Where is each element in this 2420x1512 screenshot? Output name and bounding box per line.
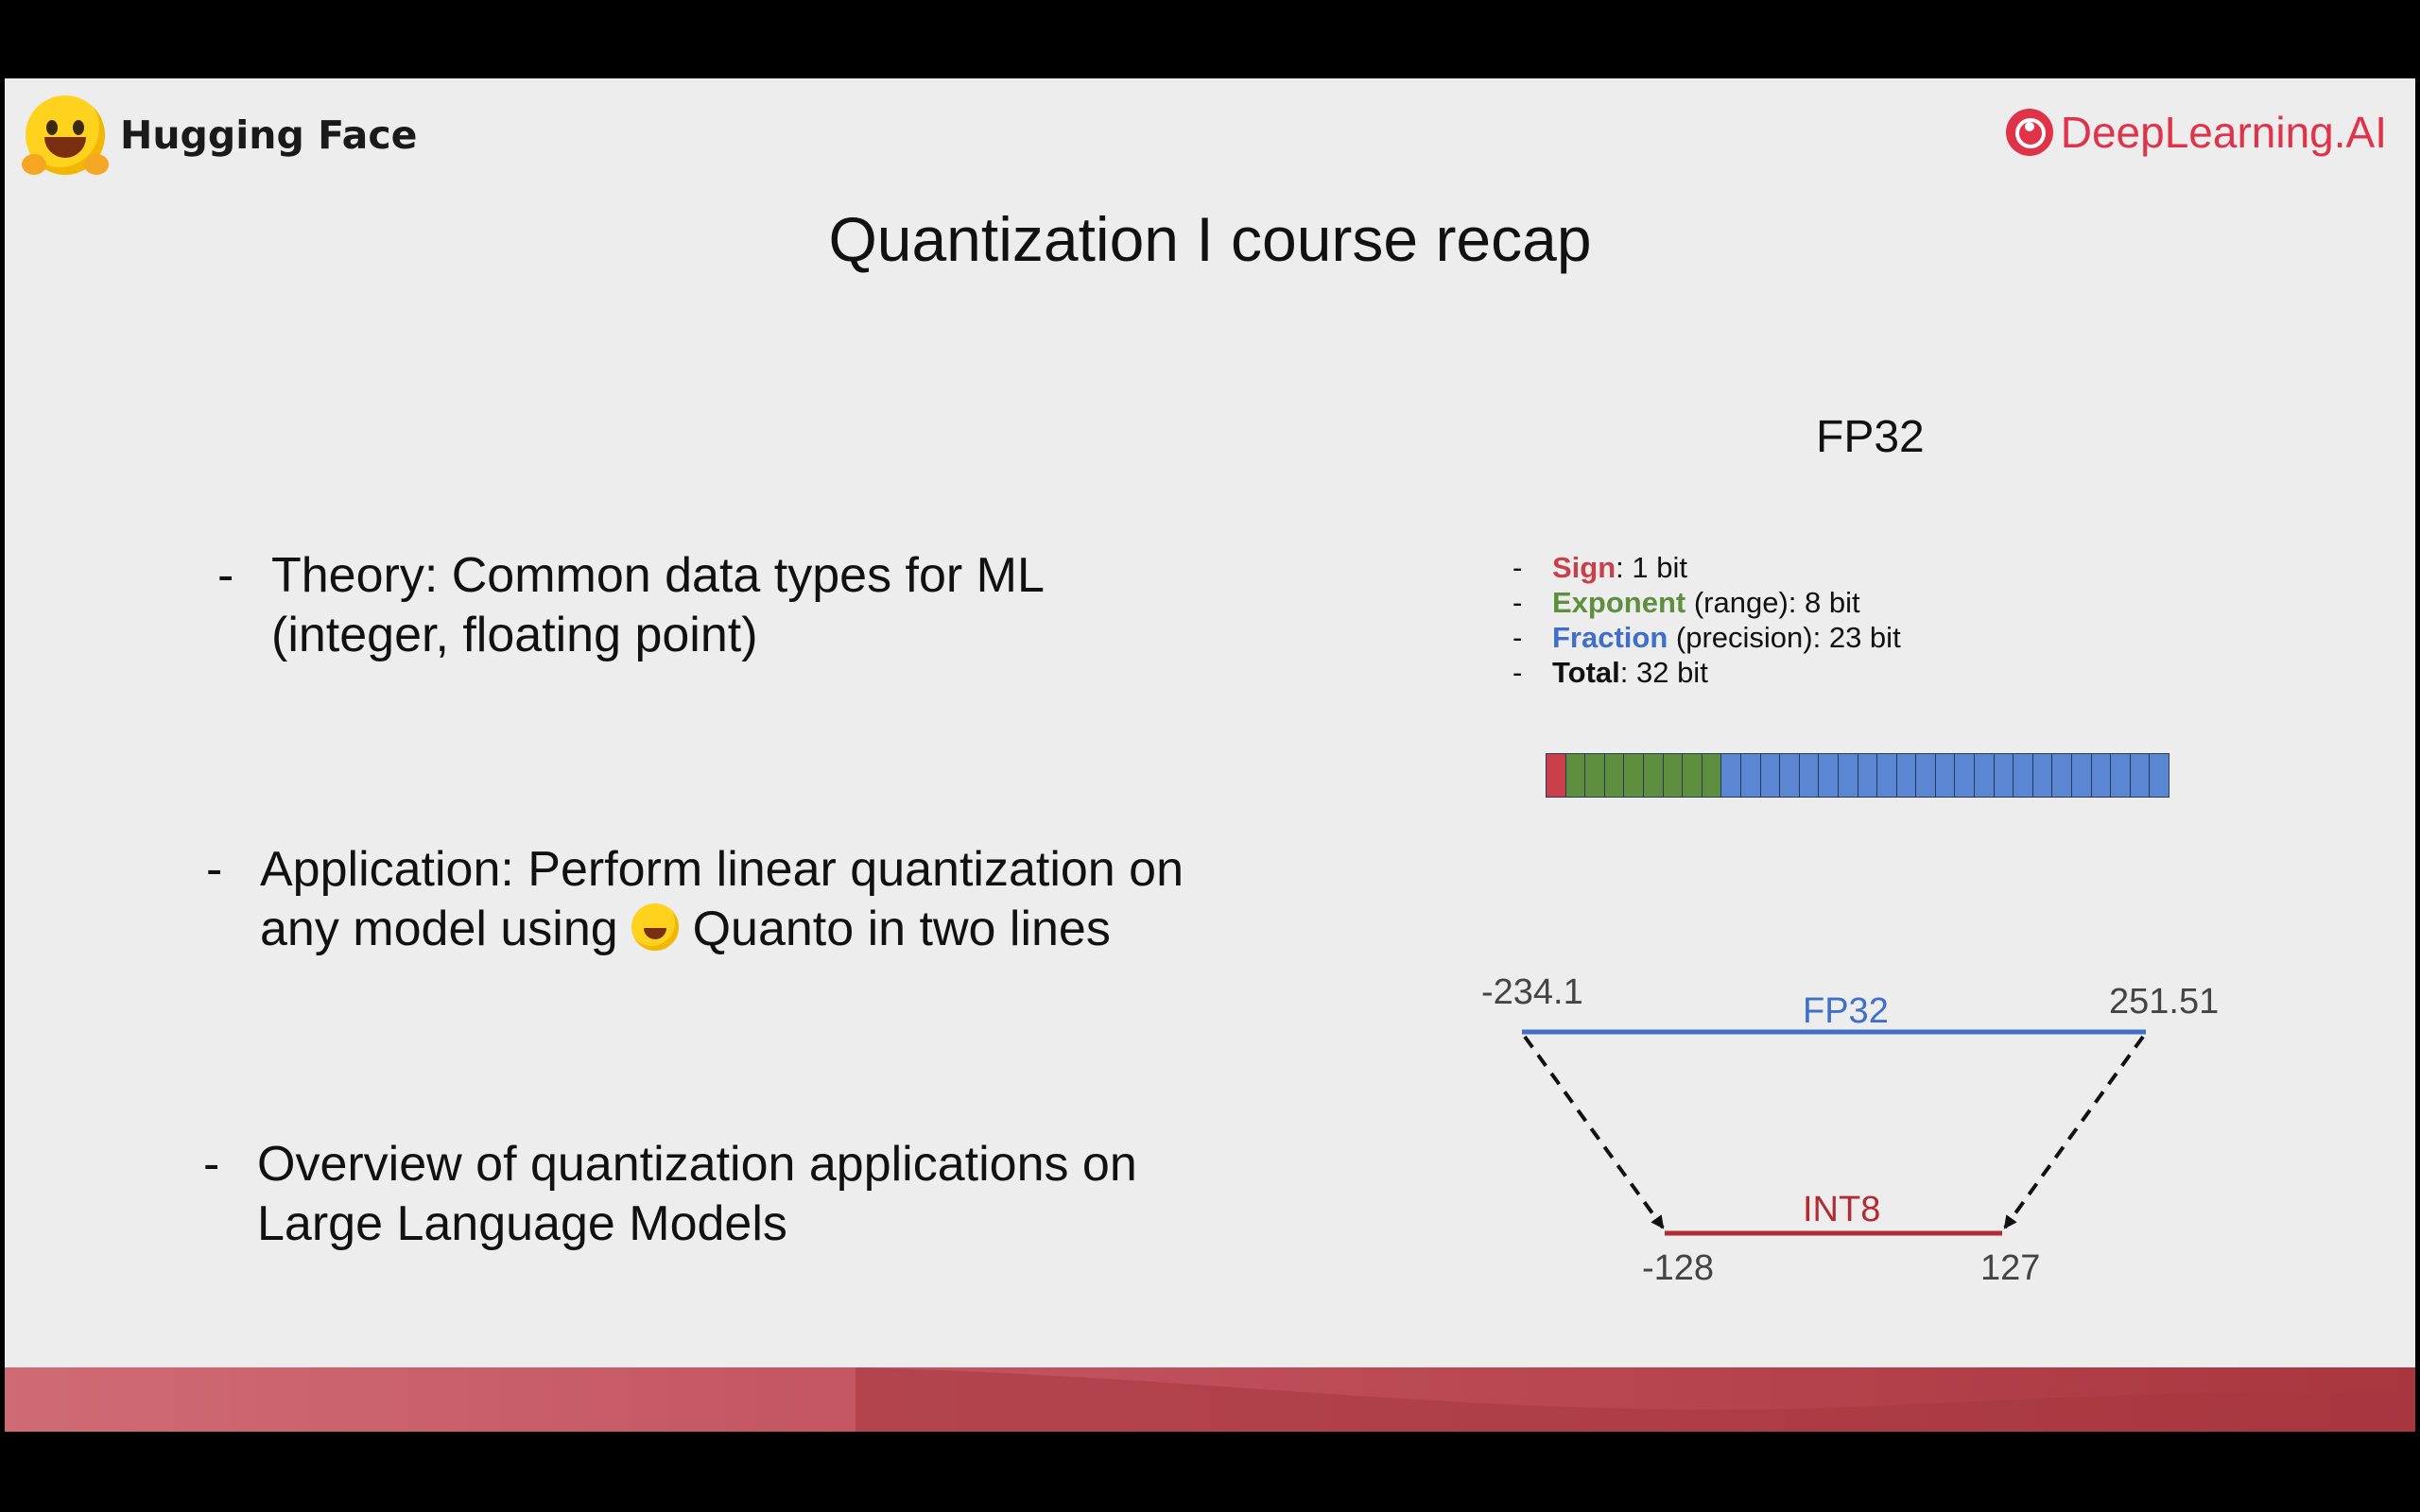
fraction-bit	[2149, 753, 2169, 798]
fraction-bit	[1895, 753, 1917, 798]
min-mapping-arrow	[1523, 1035, 1665, 1229]
exponent-bit	[1623, 753, 1644, 798]
spec-exponent: - Exponent (range): 8 bit	[1512, 586, 1860, 619]
int8-range-label: INT8	[1803, 1190, 1881, 1229]
slide-title: Quantization I course recap	[828, 204, 1592, 274]
fraction-bit	[2129, 753, 2151, 798]
fp32-range-label: FP32	[1803, 991, 1889, 1031]
bullet-theory-line2: (integer, floating point)	[271, 608, 758, 662]
spec-fraction: - Fraction (precision): 23 bit	[1512, 621, 1901, 654]
deeplearning-ai-logo-icon	[2005, 109, 2053, 156]
fraction-bit	[2071, 753, 2092, 798]
fraction-bit	[1993, 753, 2014, 798]
range-mapping-diagram	[1522, 1029, 2146, 1236]
spec-total-name: Total	[1552, 656, 1620, 689]
exponent-bit	[1682, 753, 1703, 798]
fp32-max-label: 251.51	[2109, 982, 2220, 1022]
int8-min-label: -128	[1642, 1248, 1715, 1288]
sign-bit	[1546, 753, 1566, 798]
bullet-overview-line2: Large Language Models	[257, 1196, 787, 1251]
exponent-bit	[1701, 753, 1722, 798]
footer-wave-banner	[5, 1367, 2415, 1432]
fraction-bit	[1857, 753, 1878, 798]
bullet-application-line2: any model using Quanto in two lines	[260, 902, 1111, 956]
fp32-bit-layout	[1546, 753, 2169, 798]
hugging-face-emoji-icon	[631, 903, 680, 951]
spec-sign: - Sign: 1 bit	[1512, 551, 1687, 584]
fraction-bit	[1974, 753, 1995, 798]
fraction-bit	[1818, 753, 1839, 798]
hugging-face-brand-text: Hugging Face	[120, 112, 418, 158]
bullet-overview-line1: Overview of quantization applications on	[257, 1137, 1137, 1192]
max-mapping-arrow	[2003, 1035, 2145, 1229]
slide: Hugging Face DeepLearning.AI Quantizatio…	[5, 78, 2415, 1432]
bullet-theory-line1: Theory: Common data types for ML	[271, 548, 1045, 603]
fraction-bit	[1837, 753, 1858, 798]
fraction-bit	[1779, 753, 1800, 798]
fraction-bit	[1934, 753, 1956, 798]
fraction-bit	[1954, 753, 1976, 798]
spec-fraction-name: Fraction	[1552, 621, 1668, 654]
deeplearning-ai-logo: DeepLearning.AI	[2005, 107, 2387, 158]
fp32-title: FP32	[1816, 412, 1925, 462]
fraction-bit	[2031, 753, 2053, 798]
fraction-bit	[2051, 753, 2073, 798]
hugging-face-logo: Hugging Face	[22, 95, 418, 175]
fraction-bit	[2110, 753, 2131, 798]
fraction-bit	[1876, 753, 1897, 798]
fraction-bit	[2090, 753, 2112, 798]
int8-max-label: 127	[1980, 1248, 2041, 1288]
exponent-bit	[1603, 753, 1625, 798]
bullet-application-line1: Application: Perform linear quantization…	[260, 842, 1184, 897]
spec-total: - Total: 32 bit	[1512, 656, 1708, 689]
fraction-bit	[1720, 753, 1741, 798]
fraction-bit	[2013, 753, 2033, 798]
exponent-bit	[1564, 753, 1586, 798]
fraction-bit	[1915, 753, 1936, 798]
deeplearning-ai-brand-text: DeepLearning.AI	[2060, 108, 2387, 157]
fraction-bit	[1739, 753, 1761, 798]
spec-sign-name: Sign	[1552, 551, 1616, 584]
fp32-min-label: -234.1	[1481, 972, 1583, 1012]
exponent-bit	[1642, 753, 1664, 798]
exponent-bit	[1584, 753, 1605, 798]
hugging-face-emoji-icon	[22, 95, 109, 175]
fraction-bit	[1759, 753, 1781, 798]
exponent-bit	[1662, 753, 1684, 798]
spec-exponent-name: Exponent	[1552, 586, 1686, 619]
fraction-bit	[1798, 753, 1820, 798]
